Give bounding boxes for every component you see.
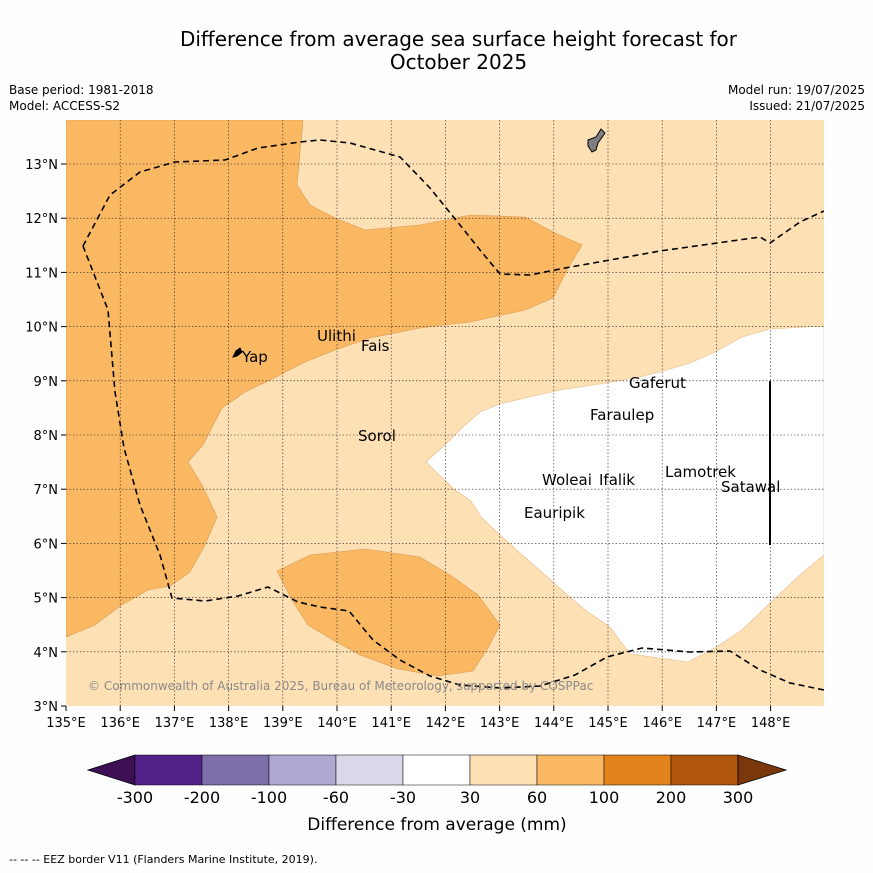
eez-footnote: -- -- -- EEZ border V11 (Flanders Marine… [9, 853, 318, 866]
colorbar-extend-high [737, 754, 788, 786]
colorbar-segment [134, 754, 203, 786]
colorbar-segment [402, 754, 471, 786]
model-name: Model: ACCESS-S2 [9, 99, 121, 113]
colorbar-tick-label: -300 [117, 788, 153, 807]
lon-tick-label: 140°E [317, 716, 357, 731]
colorbar-tick-label: 200 [656, 788, 687, 807]
colorbar-tick-label: 100 [589, 788, 620, 807]
lat-tick-label: 3°N [34, 700, 59, 715]
graticule [66, 120, 824, 706]
base-period: Base period: 1981-2018 [9, 83, 154, 97]
map-area: Yap Ulithi Fais Sorol Gaferut Faraulep W… [66, 120, 824, 706]
lat-tick-label: 12°N [25, 212, 58, 227]
colorbar-tick-label: 30 [460, 788, 480, 807]
place-label-fais: Fais [361, 337, 390, 355]
lon-tick-label: 141°E [371, 716, 411, 731]
lon-tick-label: 145°E [588, 716, 628, 731]
band-60-100-south [276, 548, 501, 677]
colorbar-segment [670, 754, 739, 786]
lon-tick-label: 142°E [426, 716, 466, 731]
colorbar-segment [268, 754, 337, 786]
colorbar-tick-label: -200 [184, 788, 220, 807]
colorbar-tick-label: 300 [723, 788, 754, 807]
yap-island [232, 347, 243, 358]
colorbar-segment [603, 754, 672, 786]
colorbar-segment [469, 754, 538, 786]
lon-tick-label: 148°E [751, 716, 791, 731]
lon-tick-label: 144°E [534, 716, 574, 731]
lon-tick-label: 136°E [100, 716, 140, 731]
title-line-2: October 2025 [389, 50, 528, 74]
longitude-axis: 135°E 136°E 137°E 138°E 139°E 140°E 141°E 142°E… [46, 706, 790, 731]
lon-tick-label: 146°E [642, 716, 682, 731]
colorbar-extend-low [86, 754, 136, 786]
colorbar: -300 -200 -100 -60 -30 30 60 100 200 300 [86, 754, 788, 807]
lat-tick-label: 9°N [34, 375, 59, 390]
colorbar-segment [335, 754, 404, 786]
title-line-1: Difference from average sea surface heig… [179, 27, 738, 51]
place-label-faraulep: Faraulep [590, 406, 654, 424]
place-label-yap: Yap [241, 348, 268, 366]
meta-left: Base period: 1981-2018 Model: ACCESS-S2 [9, 82, 154, 114]
place-label-ifalik: Ifalik [599, 471, 635, 489]
lon-tick-label: 139°E [263, 716, 303, 731]
lat-tick-label: 11°N [25, 266, 58, 281]
guam-island [587, 128, 606, 153]
colorbar-segment [201, 754, 270, 786]
meta-right: Model run: 19/07/2025 Issued: 21/07/2025 [728, 82, 865, 114]
lat-tick-label: 8°N [34, 429, 59, 444]
band-60-100-northwest [66, 120, 583, 638]
lon-tick-label: 135°E [46, 716, 86, 731]
colorbar-tick-label: -30 [390, 788, 416, 807]
place-label-satawal: Satawal [721, 478, 780, 496]
band-neutral [425, 325, 824, 663]
colorbar-label: Difference from average (mm) [307, 815, 566, 835]
eez-border [82, 139, 824, 691]
latitude-axis: 3°N 4°N 5°N 6°N 7°N 8°N 9°N 10°N 11°N 12°N 13°N [25, 158, 66, 715]
lon-tick-label: 143°E [480, 716, 520, 731]
model-run: Model run: 19/07/2025 [727, 83, 865, 97]
colorbar-tick-label: 60 [527, 788, 547, 807]
lat-tick-label: 10°N [25, 321, 58, 336]
map-title: Difference from average sea surface heig… [0, 28, 873, 74]
place-label-sorol: Sorol [358, 427, 396, 445]
lon-tick-label: 137°E [155, 716, 195, 731]
place-labels: Yap Ulithi Fais Sorol Gaferut Faraulep W… [241, 327, 780, 522]
colorbar-segment [536, 754, 605, 786]
place-label-woleai: Woleai [542, 471, 592, 489]
lon-tick-label: 138°E [209, 716, 249, 731]
lat-tick-label: 4°N [34, 646, 59, 661]
issued-date: Issued: 21/07/2025 [749, 99, 865, 113]
copyright-text: © Commonwealth of Australia 2025, Bureau… [88, 679, 593, 693]
lat-tick-label: 6°N [34, 537, 59, 552]
lat-tick-label: 7°N [34, 483, 59, 498]
colorbar-tick-label: -100 [251, 788, 287, 807]
place-label-ulithi: Ulithi [317, 327, 356, 345]
place-label-lamotrek: Lamotrek [665, 463, 736, 481]
place-label-eauripik: Eauripik [524, 504, 585, 522]
lat-tick-label: 5°N [34, 592, 59, 607]
lat-tick-label: 13°N [25, 158, 58, 173]
place-label-gaferut: Gaferut [629, 374, 686, 392]
lon-tick-label: 147°E [697, 716, 737, 731]
colorbar-tick-label: -60 [323, 788, 349, 807]
